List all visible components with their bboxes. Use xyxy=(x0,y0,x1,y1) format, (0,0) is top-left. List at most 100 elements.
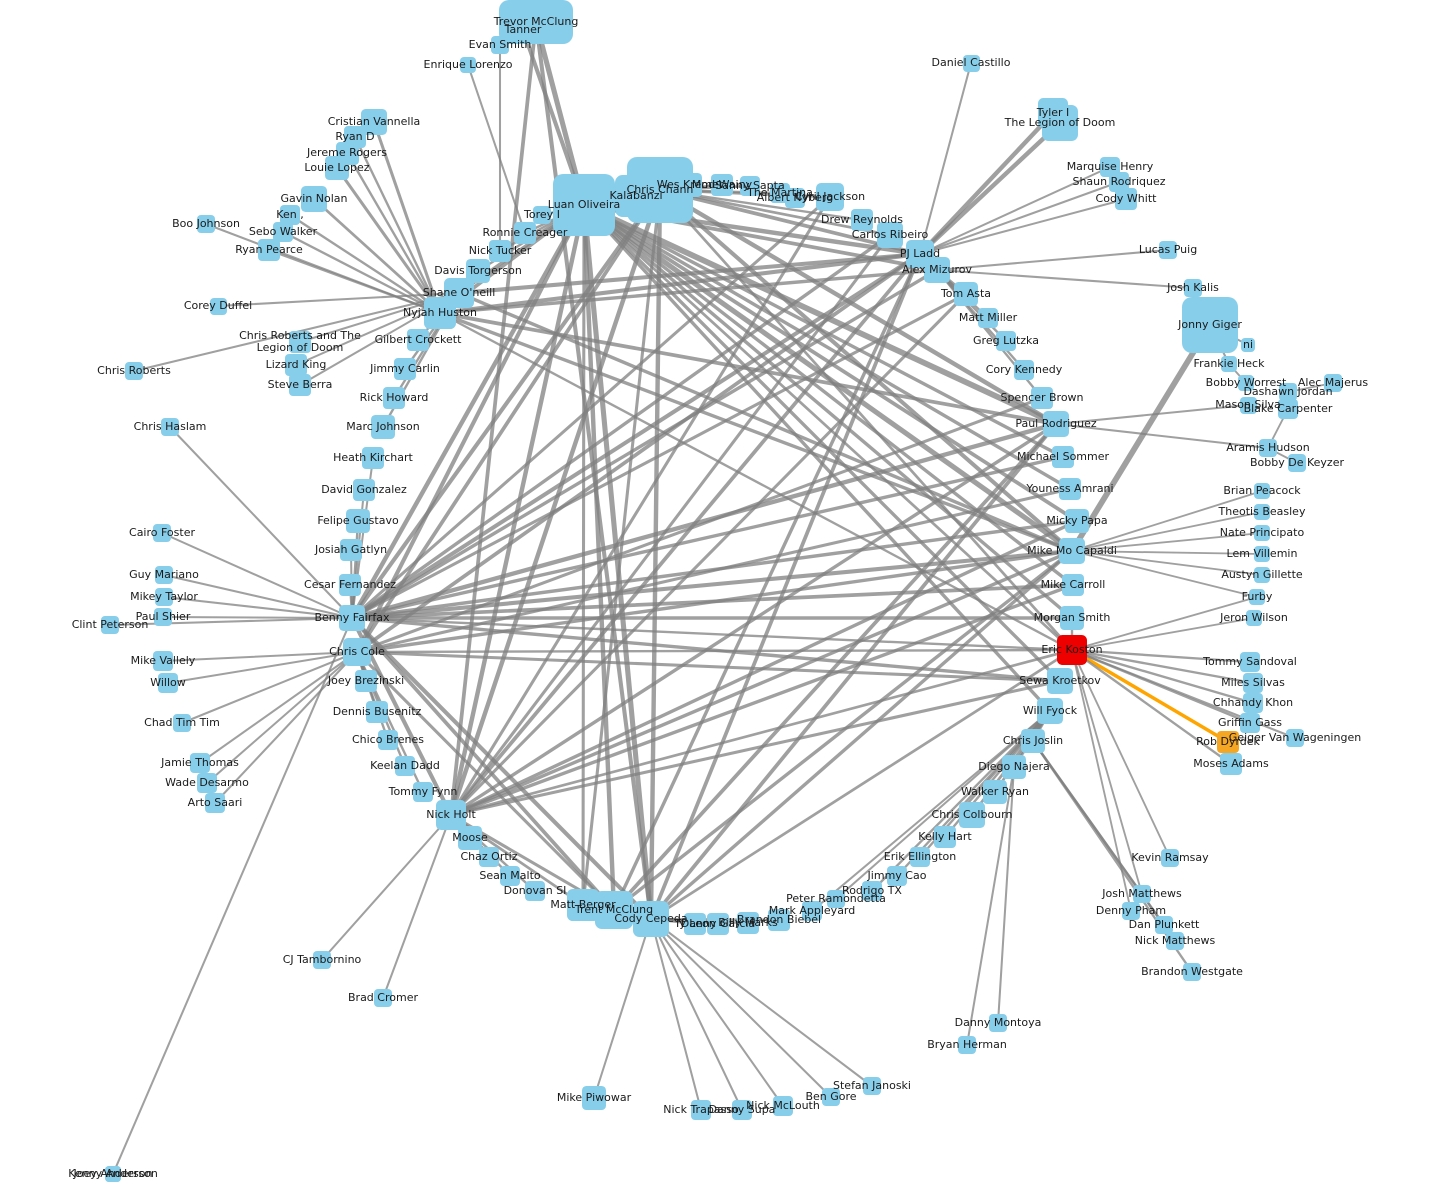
graph-node[interactable] xyxy=(339,605,365,631)
graph-node[interactable] xyxy=(1249,589,1265,605)
graph-node[interactable] xyxy=(1021,729,1045,753)
graph-node[interactable] xyxy=(1065,509,1089,533)
graph-node[interactable] xyxy=(301,186,327,212)
graph-node[interactable] xyxy=(740,176,760,196)
graph-node[interactable] xyxy=(1254,525,1270,541)
graph-node[interactable] xyxy=(553,174,615,236)
graph-node[interactable] xyxy=(1052,446,1074,468)
graph-node[interactable] xyxy=(785,188,805,208)
graph-node[interactable] xyxy=(155,566,173,584)
graph-node[interactable] xyxy=(491,36,509,54)
graph-node[interactable] xyxy=(1254,483,1270,499)
graph-node[interactable] xyxy=(366,701,388,723)
graph-node[interactable] xyxy=(1159,241,1177,259)
graph-node[interactable] xyxy=(1031,387,1053,409)
graph-node[interactable] xyxy=(173,714,191,732)
graph-node[interactable] xyxy=(436,800,466,830)
graph-node[interactable] xyxy=(1254,567,1270,583)
graph-node[interactable] xyxy=(996,331,1016,351)
graph-node[interactable] xyxy=(424,297,456,329)
graph-node[interactable] xyxy=(1166,932,1184,950)
graph-node[interactable] xyxy=(989,1014,1007,1032)
graph-node[interactable] xyxy=(525,881,545,901)
graph-node[interactable] xyxy=(1059,478,1081,500)
graph-node[interactable] xyxy=(954,282,978,306)
graph-node[interactable] xyxy=(1042,105,1078,141)
graph-node[interactable] xyxy=(1183,963,1201,981)
graph-node[interactable] xyxy=(768,909,790,931)
graph-node[interactable] xyxy=(209,297,227,315)
graph-node[interactable] xyxy=(280,205,300,225)
graph-node[interactable] xyxy=(339,574,361,596)
graph-node[interactable] xyxy=(371,415,395,439)
graph-node[interactable] xyxy=(862,881,882,901)
graph-node[interactable] xyxy=(1184,279,1202,297)
graph-node[interactable] xyxy=(355,670,377,692)
graph-node[interactable] xyxy=(197,215,215,233)
graph-node[interactable] xyxy=(353,479,375,501)
graph-node[interactable] xyxy=(1057,635,1087,665)
graph-node[interactable] xyxy=(959,802,985,828)
graph-node[interactable] xyxy=(773,1096,793,1116)
graph-node[interactable] xyxy=(910,847,930,867)
graph-node[interactable] xyxy=(711,174,733,196)
graph-node[interactable] xyxy=(1279,383,1297,401)
graph-node[interactable] xyxy=(595,891,633,929)
graph-node[interactable] xyxy=(1060,606,1084,630)
graph-node[interactable] xyxy=(1288,454,1306,472)
graph-node[interactable] xyxy=(1278,399,1298,419)
graph-node[interactable] xyxy=(802,901,822,921)
graph-node[interactable] xyxy=(395,756,415,776)
graph-node[interactable] xyxy=(153,651,173,671)
graph-node[interactable] xyxy=(1243,693,1263,713)
graph-node[interactable] xyxy=(1047,668,1073,694)
graph-node[interactable] xyxy=(822,1088,840,1106)
graph-node[interactable] xyxy=(460,57,476,73)
graph-node[interactable] xyxy=(158,673,178,693)
graph-node[interactable] xyxy=(500,866,520,886)
graph-node[interactable] xyxy=(851,209,873,231)
graph-node[interactable] xyxy=(1243,673,1263,693)
graph-node[interactable] xyxy=(877,222,903,248)
graph-node[interactable] xyxy=(394,358,416,380)
graph-node[interactable] xyxy=(1324,374,1342,392)
graph-node[interactable] xyxy=(1240,652,1260,672)
graph-node[interactable] xyxy=(707,913,729,935)
graph-node[interactable] xyxy=(533,206,551,224)
graph-node[interactable] xyxy=(1221,356,1237,372)
graph-node[interactable] xyxy=(289,374,311,396)
graph-node[interactable] xyxy=(1161,849,1179,867)
graph-node[interactable] xyxy=(378,730,398,750)
graph-node[interactable] xyxy=(101,616,119,634)
graph-node[interactable] xyxy=(863,1077,881,1095)
graph-node[interactable] xyxy=(732,1100,752,1120)
graph-node[interactable] xyxy=(153,524,171,542)
graph-node[interactable] xyxy=(273,222,293,242)
graph-node[interactable] xyxy=(1220,753,1242,775)
graph-node[interactable] xyxy=(413,782,433,802)
graph-node[interactable] xyxy=(362,447,384,469)
graph-node[interactable] xyxy=(1254,504,1270,520)
graph-node[interactable] xyxy=(313,951,331,969)
graph-node[interactable] xyxy=(105,1166,121,1182)
graph-node[interactable] xyxy=(205,793,225,813)
graph-node[interactable] xyxy=(582,1086,606,1110)
graph-node[interactable] xyxy=(1155,916,1173,934)
graph-node[interactable] xyxy=(924,257,950,283)
graph-node[interactable] xyxy=(197,773,217,793)
graph-node[interactable] xyxy=(499,0,573,44)
graph-node[interactable] xyxy=(154,608,172,626)
graph-node[interactable] xyxy=(691,1100,711,1120)
graph-node[interactable] xyxy=(633,901,669,937)
graph-node[interactable] xyxy=(1239,396,1257,414)
graph-node[interactable] xyxy=(827,890,845,908)
graph-node[interactable] xyxy=(1014,360,1034,380)
graph-node[interactable] xyxy=(458,826,482,850)
graph-node[interactable] xyxy=(374,989,392,1007)
graph-node[interactable] xyxy=(1286,729,1304,747)
graph-node[interactable] xyxy=(983,780,1007,804)
graph-node[interactable] xyxy=(615,175,657,217)
graph-node[interactable] xyxy=(285,354,307,376)
graph-node[interactable] xyxy=(1002,755,1026,779)
